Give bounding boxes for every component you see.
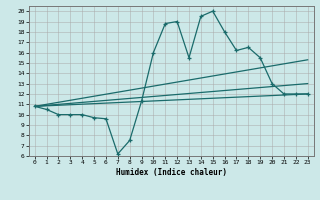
X-axis label: Humidex (Indice chaleur): Humidex (Indice chaleur) <box>116 168 227 177</box>
